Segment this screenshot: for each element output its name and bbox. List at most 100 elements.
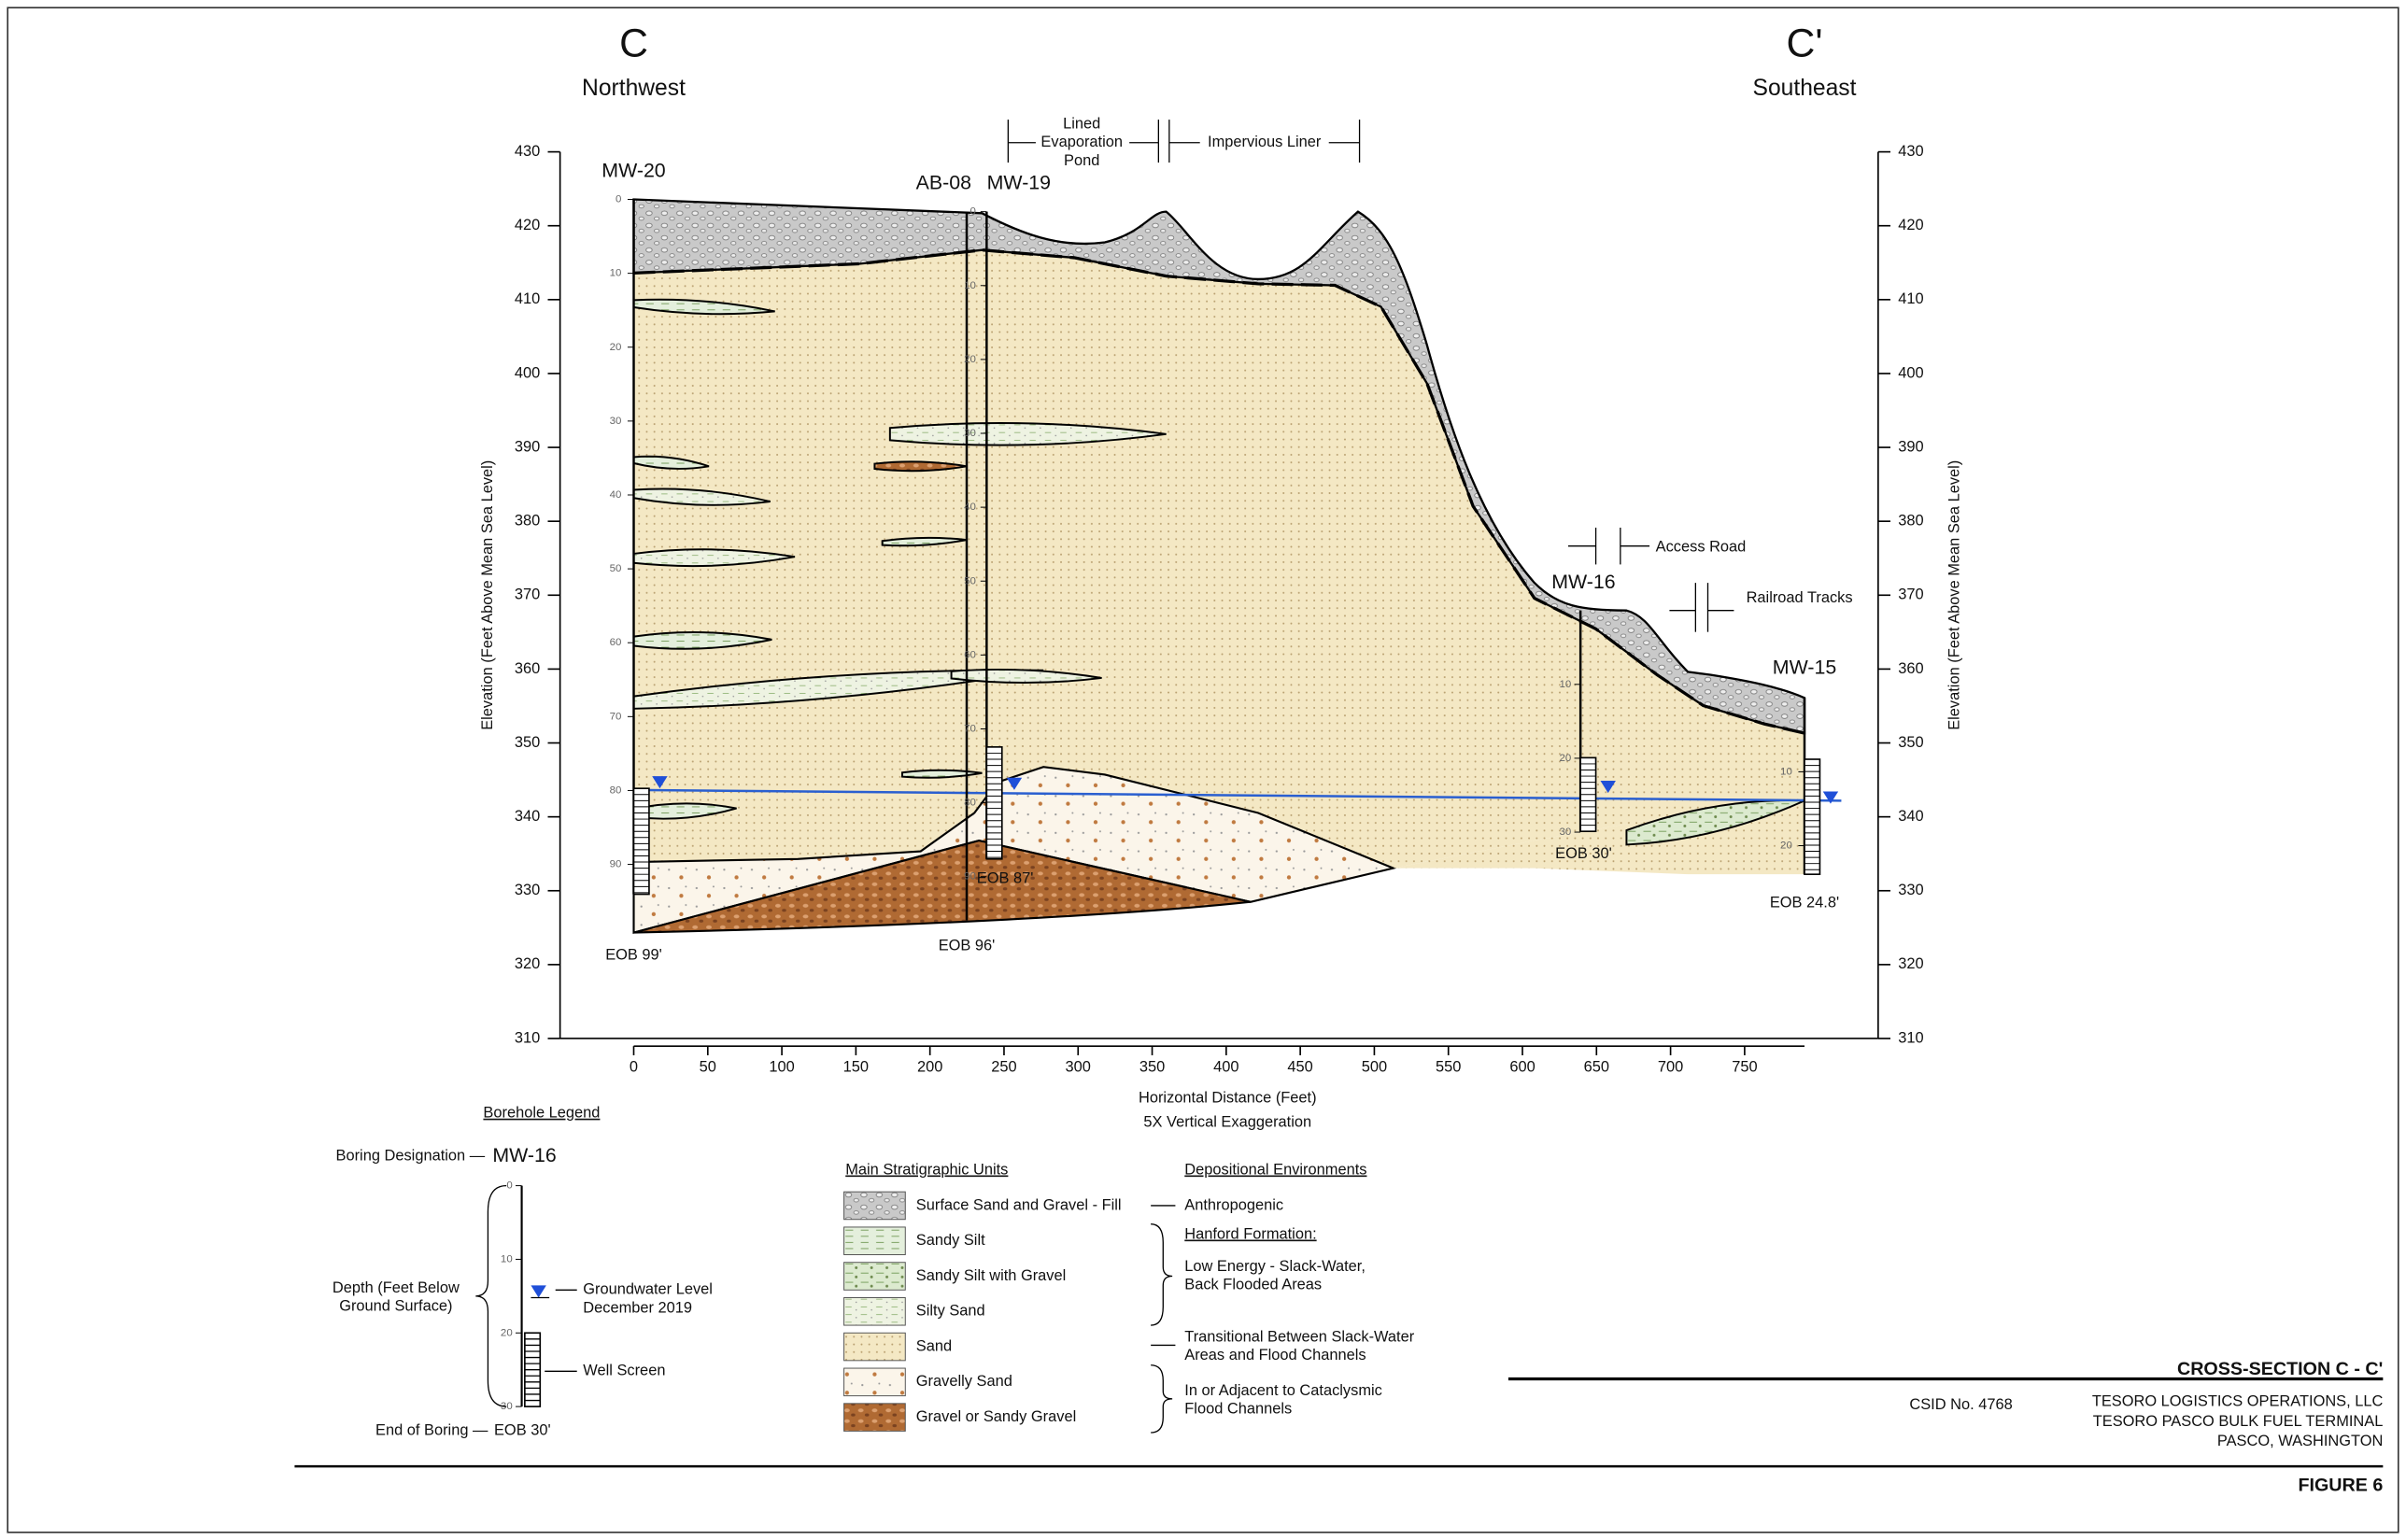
fill-contact — [633, 248, 1805, 735]
figure-number: FIGURE 6 — [2298, 1476, 2383, 1496]
lens — [888, 422, 1167, 446]
depth-label: 30 — [610, 416, 622, 427]
legend-text: Back Flooded Areas — [1184, 1277, 1322, 1293]
borehole-name: MW-20 — [602, 160, 666, 182]
y-tick-label: 400 — [515, 364, 540, 381]
depth-label: 50 — [964, 575, 976, 586]
legend-text: Gravelly Sand — [916, 1373, 1012, 1390]
y-tick-label: 360 — [515, 660, 540, 677]
x-tick-label: 200 — [917, 1058, 942, 1075]
legend-swatch — [843, 1332, 906, 1362]
lens — [901, 769, 983, 779]
y-tick-label: 340 — [515, 808, 540, 825]
depth-label: 90 — [610, 859, 622, 870]
y-tick-label: 370 — [515, 586, 540, 603]
x-tick-label: 0 — [630, 1058, 638, 1075]
borehole-eob: EOB 24.8' — [1770, 895, 1839, 911]
y-tick-label: 420 — [515, 217, 540, 233]
legend-text: Anthropogenic — [1184, 1196, 1283, 1213]
fill-unit — [632, 198, 1806, 735]
y-tick-label: 320 — [1898, 955, 1923, 972]
title-line: PASCO, WASHINGTON — [2217, 1433, 2383, 1449]
borehole-name: MW-15 — [1773, 657, 1836, 679]
borehole-eob: EOB 30' — [1555, 845, 1612, 862]
annotation: Impervious Liner — [1208, 134, 1322, 150]
well-screen — [632, 787, 650, 896]
y-tick-label: 370 — [1898, 586, 1923, 603]
y-tick-label: 380 — [515, 513, 540, 530]
depth-label: 70 — [610, 711, 622, 722]
y-tick-label: 350 — [1898, 734, 1923, 751]
water-level — [652, 776, 668, 789]
y-tick-label: 410 — [1898, 290, 1923, 307]
legend-text: In or Adjacent to Cataclysmic — [1184, 1382, 1382, 1399]
legend-text: Sandy Silt with Gravel — [916, 1267, 1067, 1284]
lens — [950, 668, 1102, 684]
legend-swatch — [843, 1297, 906, 1326]
depth-label: 70 — [964, 723, 976, 734]
legend-text: Surface Sand and Gravel - Fill — [916, 1196, 1122, 1213]
well-screen — [985, 746, 1003, 860]
legend-text: MW-16 — [492, 1144, 556, 1166]
legend-text: Sand — [916, 1337, 952, 1354]
y-tick-label: 340 — [1898, 808, 1923, 825]
section-letter: C' — [1787, 21, 1823, 66]
y-tick-label: 430 — [515, 143, 540, 160]
x-tick-label: 750 — [1732, 1058, 1757, 1075]
y-tick-label: 410 — [515, 290, 540, 307]
lens — [632, 455, 710, 470]
legend-text: Well Screen — [583, 1363, 665, 1379]
legend-text: Flood Channels — [1184, 1401, 1292, 1418]
depth-label: 30 — [501, 1401, 513, 1412]
lens — [632, 802, 737, 820]
depth-label: 10 — [1780, 766, 1792, 777]
legend-text: Depth (Feet Below — [333, 1279, 460, 1296]
axis-label: Elevation (Feet Above Mean Sea Level) — [1946, 460, 1962, 730]
figure-title: CROSS-SECTION C - C' — [2177, 1359, 2383, 1379]
depth-label: 0 — [616, 194, 621, 205]
borehole-eob: EOB 87' — [977, 869, 1034, 886]
axis-label: Horizontal Distance (Feet) — [1139, 1089, 1317, 1106]
legend-swatch — [843, 1262, 906, 1291]
brace — [475, 1184, 507, 1407]
legend-title: Borehole Legend — [483, 1105, 600, 1122]
y-tick-label: 350 — [515, 734, 540, 751]
annotation: Access Road — [1656, 539, 1747, 556]
axis-label: Elevation (Feet Above Mean Sea Level) — [479, 460, 496, 730]
lens — [632, 548, 796, 568]
depth-label: 10 — [1560, 679, 1572, 690]
legend-text: Hanford Formation: — [1184, 1226, 1316, 1243]
depth-label: 40 — [964, 502, 976, 513]
legend-swatch — [843, 1226, 906, 1256]
legend-water — [531, 1285, 546, 1298]
y-tick-label: 430 — [1898, 143, 1923, 160]
annotation: Railroad Tracks — [1747, 589, 1853, 606]
y-tick-label: 310 — [515, 1029, 540, 1046]
water-level — [1822, 791, 1839, 804]
y-tick-label: 390 — [515, 438, 540, 455]
legend-text: Sandy Silt — [916, 1232, 985, 1249]
lens — [632, 298, 775, 316]
lens — [632, 631, 772, 650]
x-tick-label: 500 — [1362, 1058, 1387, 1075]
borehole-name: MW-16 — [1551, 571, 1615, 593]
depth-label: 80 — [964, 798, 976, 809]
y-tick-label: 320 — [515, 955, 540, 972]
frame — [7, 7, 2399, 1533]
legend-title: Depositional Environments — [1184, 1162, 1366, 1179]
x-tick-label: 100 — [769, 1058, 794, 1075]
borehole-eob: EOB 96' — [939, 938, 996, 954]
depth-label: 20 — [964, 354, 976, 365]
depth-label: 10 — [610, 268, 622, 279]
depth-label: 20 — [1780, 841, 1792, 852]
water-level — [1600, 780, 1616, 794]
lens — [632, 487, 771, 506]
depth-label: 90 — [964, 871, 976, 883]
legend-text: Silty Sand — [916, 1303, 985, 1320]
water-level — [1006, 777, 1023, 790]
x-tick-label: 650 — [1584, 1058, 1609, 1075]
legend-text: EOB 30' — [494, 1422, 551, 1439]
brace — [1151, 1223, 1173, 1326]
x-tick-label: 450 — [1287, 1058, 1312, 1075]
